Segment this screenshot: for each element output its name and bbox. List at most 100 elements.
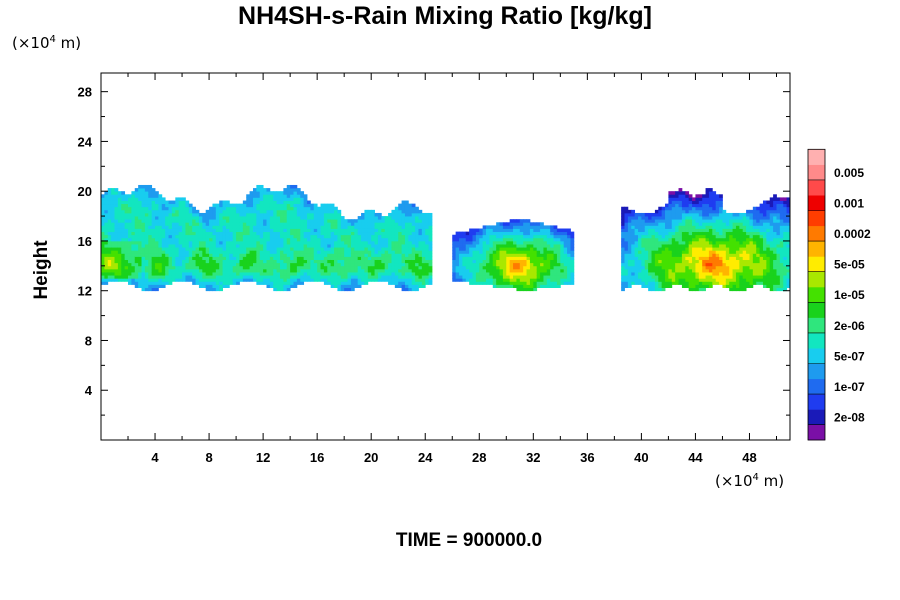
heatmap-cell — [486, 240, 490, 245]
heatmap-cell — [766, 247, 771, 251]
heatmap-cell — [556, 247, 561, 251]
heatmap-cell — [719, 275, 723, 279]
heatmap-cell — [553, 265, 558, 270]
heatmap-cell — [340, 247, 345, 251]
heatmap-cell — [117, 272, 122, 276]
heatmap-cell — [121, 191, 126, 195]
heatmap-cell — [536, 281, 541, 285]
heatmap-cell — [563, 231, 568, 236]
heatmap-cell — [310, 275, 315, 279]
x-tick-label: 36 — [580, 450, 594, 465]
heatmap-cell — [350, 287, 355, 292]
heatmap-cell — [280, 191, 284, 195]
heatmap-cell — [472, 278, 477, 282]
heatmap-cell — [553, 284, 558, 288]
heatmap-cell — [732, 250, 737, 254]
heatmap-cell — [259, 275, 264, 279]
heatmap-cell — [364, 212, 369, 217]
heatmap-cell — [141, 256, 146, 261]
heatmap-cell — [401, 253, 406, 257]
heatmap-cell — [634, 222, 639, 226]
heatmap-cell — [205, 219, 210, 223]
heatmap-cell — [482, 225, 487, 229]
heatmap-cell — [273, 244, 278, 248]
heatmap-cell — [195, 265, 200, 270]
heatmap-cell — [746, 278, 750, 282]
heatmap-cell — [300, 219, 305, 223]
heatmap-cell — [651, 225, 656, 229]
heatmap-cell — [695, 222, 700, 226]
heatmap-cell — [148, 287, 153, 292]
heatmap-cell — [415, 259, 419, 264]
heatmap-cell — [371, 219, 375, 223]
heatmap-cell — [627, 275, 632, 279]
heatmap-cell — [681, 231, 686, 236]
heatmap-cell — [411, 212, 416, 217]
heatmap-cell — [290, 268, 294, 273]
heatmap-cell — [766, 234, 771, 239]
heatmap-cell — [269, 253, 274, 257]
heatmap-cell — [185, 231, 190, 236]
heatmap-cell — [715, 200, 720, 205]
heatmap-cell — [779, 247, 784, 251]
heatmap-cell — [242, 216, 247, 220]
heatmap-cell — [111, 237, 115, 242]
heatmap-cell — [323, 225, 328, 229]
heatmap-cell — [175, 216, 180, 220]
heatmap-cell — [735, 284, 740, 288]
heatmap-cell — [394, 281, 399, 285]
heatmap-cell — [239, 231, 244, 236]
heatmap-cell — [111, 231, 115, 236]
heatmap-cell — [303, 197, 308, 201]
heatmap-cell — [155, 191, 159, 195]
heatmap-cell — [242, 237, 247, 242]
heatmap-cell — [692, 281, 696, 285]
heatmap-cell — [202, 244, 207, 248]
heatmap-cell — [715, 194, 720, 198]
heatmap-cell — [229, 256, 234, 261]
heatmap-cell — [178, 262, 183, 267]
heatmap-cell — [350, 272, 355, 276]
heatmap-cell — [732, 234, 737, 239]
heatmap-cell — [205, 247, 210, 251]
heatmap-cell — [141, 234, 146, 239]
heatmap-cell — [759, 250, 764, 254]
heatmap-cell — [236, 268, 240, 273]
heatmap-cell — [273, 216, 278, 220]
heatmap-cell — [158, 256, 163, 261]
heatmap-cell — [303, 244, 308, 248]
heatmap-cell — [256, 203, 261, 208]
heatmap-cell — [732, 259, 737, 264]
heatmap-cell — [404, 240, 409, 245]
heatmap-cell — [144, 191, 149, 195]
heatmap-cell — [256, 191, 261, 195]
heatmap-cell — [776, 262, 781, 267]
heatmap-cell — [296, 244, 301, 248]
heatmap-cell — [168, 200, 173, 205]
heatmap-cell — [141, 262, 146, 267]
heatmap-cell — [195, 225, 200, 229]
heatmap-cell — [273, 219, 278, 223]
heatmap-cell — [560, 234, 565, 239]
heatmap-cell — [293, 228, 298, 233]
heatmap-cell — [188, 244, 193, 248]
heatmap-cell — [148, 219, 153, 223]
heatmap-cell — [425, 259, 430, 264]
heatmap-cell — [509, 231, 514, 236]
heatmap-cell — [516, 287, 521, 292]
heatmap-cell — [425, 225, 430, 229]
heatmap-cell — [732, 268, 737, 273]
heatmap-cell — [719, 206, 723, 211]
heatmap-cell — [155, 262, 159, 267]
heatmap-cell — [286, 287, 291, 292]
heatmap-cell — [111, 194, 115, 198]
heatmap-cell — [536, 244, 541, 248]
heatmap-cell — [252, 219, 257, 223]
heatmap-cell — [776, 203, 781, 208]
heatmap-cell — [739, 284, 744, 288]
heatmap-cell — [273, 247, 278, 251]
heatmap-cell — [286, 262, 291, 267]
heatmap-cell — [665, 206, 669, 211]
heatmap-cell — [546, 265, 551, 270]
